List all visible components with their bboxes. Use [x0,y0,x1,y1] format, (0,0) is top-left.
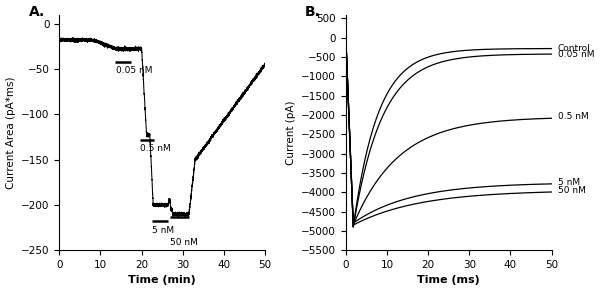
Text: 0.5 nM: 0.5 nM [140,144,170,153]
Text: 50 nM: 50 nM [170,238,199,247]
Text: 50 nM: 50 nM [558,186,586,195]
Text: 0.5 nM: 0.5 nM [558,112,589,121]
Text: 5 nM: 5 nM [152,226,174,235]
Text: A.: A. [28,5,45,19]
Text: 0.05 nM: 0.05 nM [116,66,152,75]
Text: 5 nM: 5 nM [558,178,580,187]
Text: 0.05 nM: 0.05 nM [558,50,594,59]
X-axis label: Time (ms): Time (ms) [418,276,480,285]
Text: Control: Control [558,44,590,53]
X-axis label: Time (min): Time (min) [128,276,196,285]
Y-axis label: Current Area (pA*ms): Current Area (pA*ms) [5,76,16,189]
Text: B.: B. [305,5,320,19]
Y-axis label: Current (pA): Current (pA) [286,100,296,165]
